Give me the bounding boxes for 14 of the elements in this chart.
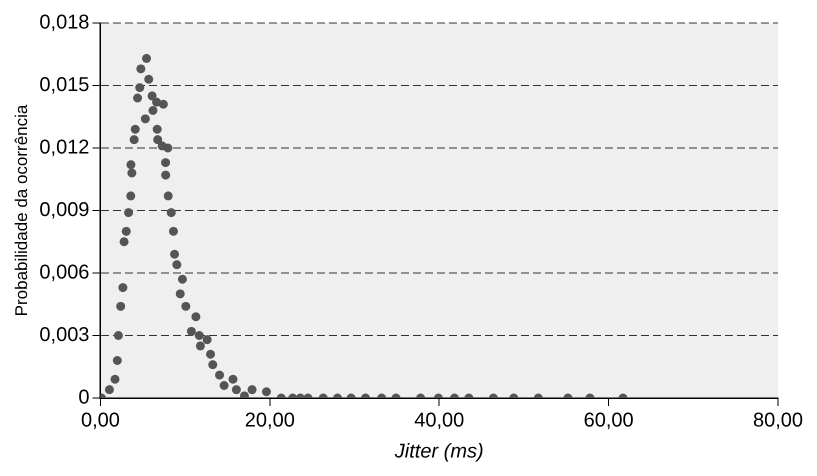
y-tick-label: 0,006 (39, 262, 90, 284)
y-tick-label: 0,003 (39, 324, 90, 346)
x-tick-label: 40,00 (414, 410, 464, 432)
y-tick-label: 0,009 (39, 199, 90, 222)
x-tick-label: 0,00 (80, 410, 120, 432)
x-axis-title: Jitter (ms) (394, 440, 484, 463)
x-tick-label: 80,00 (752, 410, 804, 432)
y-tick-label: 0,018 (39, 12, 90, 34)
x-tick-label: 20,00 (244, 410, 295, 432)
y-tick-label: 0,012 (39, 136, 90, 159)
y-tick-label: 0,015 (39, 74, 90, 96)
y-axis-title: Probabilidade da ocorrência (12, 104, 31, 316)
x-tick-label: 60,00 (584, 410, 634, 432)
y-tick-label: 0 (78, 386, 90, 409)
